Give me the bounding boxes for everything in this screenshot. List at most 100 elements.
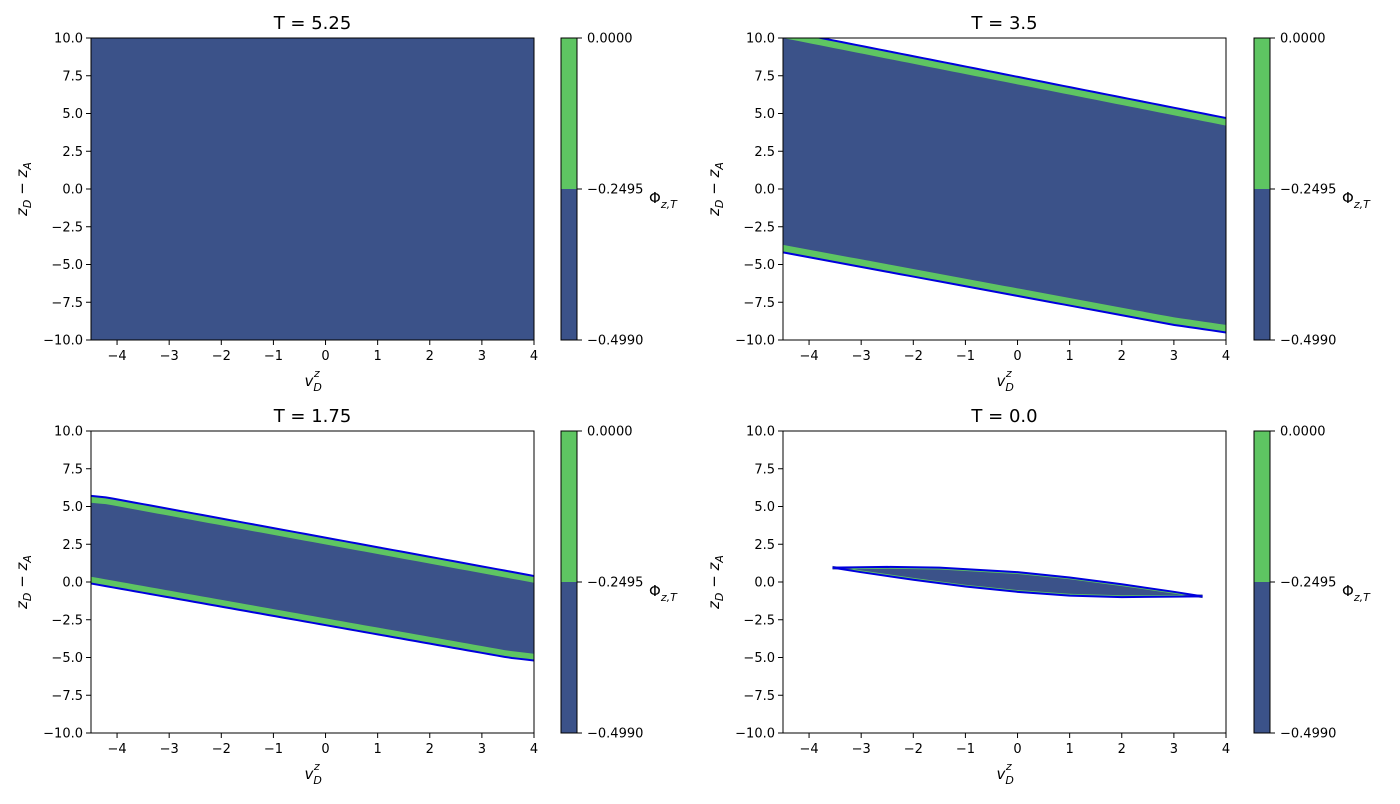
- x-tick-label: −1: [264, 349, 283, 364]
- y-tick-label: −10.0: [43, 334, 83, 349]
- x-tick-label: 1: [374, 742, 382, 757]
- subplot-title: T = 1.75: [273, 406, 352, 427]
- x-tick-label: 0: [1013, 742, 1021, 757]
- plot-area: [832, 565, 1203, 599]
- y-tick-label: −2.5: [743, 220, 775, 235]
- boundary-upper: [91, 494, 534, 577]
- x-axis-label: vDz: [997, 367, 1014, 394]
- y-tick-label: 2.5: [754, 145, 775, 160]
- x-axis-label: vDz: [997, 760, 1014, 787]
- y-tick-label: 10.0: [54, 32, 83, 47]
- colorbar-tick-label: 0.0000: [587, 32, 633, 47]
- boundary-lower: [783, 251, 1226, 334]
- boundary-upper: [816, 38, 1226, 120]
- y-tick-label: 7.5: [754, 462, 775, 477]
- x-tick-label: −4: [799, 349, 818, 364]
- colorbar-tick-label: −0.4990: [587, 727, 643, 742]
- boundary-lower: [91, 582, 534, 662]
- x-axis-label: vDz: [305, 367, 322, 394]
- colorbar-low: [1254, 582, 1270, 733]
- y-tick-label: −7.5: [51, 296, 83, 311]
- x-tick-label: 0: [321, 742, 329, 757]
- x-tick-label: 1: [1066, 349, 1074, 364]
- y-tick-label: 5.0: [62, 107, 83, 122]
- y-tick-label: −10.0: [735, 727, 775, 742]
- x-tick-label: 1: [374, 349, 382, 364]
- plot-area: [783, 38, 1226, 334]
- x-tick-label: −3: [852, 742, 871, 757]
- x-tick-label: −4: [107, 742, 126, 757]
- x-tick-label: 2: [1118, 349, 1126, 364]
- y-axis-label: zD − zA: [705, 162, 726, 217]
- colorbar-low: [561, 582, 577, 733]
- subplot-1: T = 5.25 −4 −3 −2 −1 0 1 2 3 4 −10.0 −7.5 −5.0 −2.5 0.…: [13, 13, 678, 394]
- x-tick-label: −3: [160, 742, 179, 757]
- y-tick-label: −2.5: [51, 613, 83, 628]
- y-tick-label: 5.0: [754, 107, 775, 122]
- x-tick-label: 2: [1118, 742, 1126, 757]
- subplot-title: T = 0.0: [970, 406, 1037, 427]
- x-tick-label: 0: [321, 349, 329, 364]
- y-tick-label: −10.0: [735, 334, 775, 349]
- colorbar-high: [1254, 431, 1270, 582]
- y-tick-label: 7.5: [62, 462, 83, 477]
- y-tick-label: −7.5: [743, 296, 775, 311]
- y-tick-label: −5.0: [51, 651, 83, 666]
- x-tick-label: 3: [478, 349, 486, 364]
- x-tick-label: −4: [799, 742, 818, 757]
- x-tick-label: 3: [1170, 742, 1178, 757]
- x-tick-label: −4: [107, 349, 126, 364]
- x-tick-label: −1: [264, 742, 283, 757]
- y-tick-label: −2.5: [743, 613, 775, 628]
- colorbar-tick-label: −0.2495: [587, 183, 643, 198]
- colorbar-high: [561, 38, 577, 189]
- x-tick-label: 3: [478, 742, 486, 757]
- y-tick-label: 5.0: [754, 500, 775, 515]
- colorbar-tick-label: 0.0000: [1280, 425, 1326, 440]
- y-tick-label: 10.0: [746, 425, 775, 440]
- y-tick-label: −5.0: [743, 258, 775, 273]
- colorbar-label: Φz,T: [1342, 189, 1371, 211]
- colorbar-label: Φz,T: [1342, 582, 1371, 604]
- subplot-3: T = 1.75 −4 −3 −2 −1 0 1 2 3 4 −10.0 −7.5 −5.0 −2.5 0.…: [13, 406, 678, 787]
- y-tick-label: −5.0: [51, 258, 83, 273]
- x-tick-label: 4: [530, 742, 538, 757]
- plot-area: [91, 494, 534, 662]
- colorbar: −0.4990 −0.2495 0.0000 Φz,T: [560, 425, 678, 742]
- x-tick-label: 4: [530, 349, 538, 364]
- x-tick-label: −2: [904, 349, 923, 364]
- plot-area: [91, 38, 534, 340]
- region-low: [91, 502, 534, 654]
- y-tick-label: 2.5: [754, 538, 775, 553]
- y-tick-label: 0.0: [62, 183, 83, 198]
- y-axis-label: zD − zA: [705, 555, 726, 610]
- x-tick-label: −1: [956, 742, 975, 757]
- region-low: [783, 38, 1226, 325]
- x-tick-label: −3: [852, 349, 871, 364]
- x-tick-label: 2: [426, 349, 434, 364]
- y-tick-label: −7.5: [743, 689, 775, 704]
- y-tick-label: −2.5: [51, 220, 83, 235]
- colorbar: −0.4990 −0.2495 0.0000 Φz,T: [1253, 425, 1371, 742]
- colorbar-tick-label: −0.4990: [587, 334, 643, 349]
- y-tick-label: −7.5: [51, 689, 83, 704]
- x-axis-label: vDz: [305, 760, 322, 787]
- x-tick-label: 4: [1222, 742, 1230, 757]
- colorbar-label: Φz,T: [649, 582, 678, 604]
- x-tick-label: −2: [212, 742, 231, 757]
- y-tick-label: 0.0: [754, 183, 775, 198]
- colorbar-low: [561, 189, 577, 340]
- y-tick-label: −10.0: [43, 727, 83, 742]
- colorbar-label: Φz,T: [649, 189, 678, 211]
- y-tick-label: 7.5: [754, 69, 775, 84]
- x-tick-label: 0: [1013, 349, 1021, 364]
- x-tick-label: 3: [1170, 349, 1178, 364]
- x-tick-label: −3: [160, 349, 179, 364]
- colorbar-tick-label: 0.0000: [587, 425, 633, 440]
- colorbar-high: [561, 431, 577, 582]
- colorbar-tick-label: −0.4990: [1280, 334, 1336, 349]
- y-axis-label: zD − zA: [13, 162, 34, 217]
- colorbar-tick-label: −0.2495: [1280, 183, 1336, 198]
- colorbar-tick-label: 0.0000: [1280, 32, 1326, 47]
